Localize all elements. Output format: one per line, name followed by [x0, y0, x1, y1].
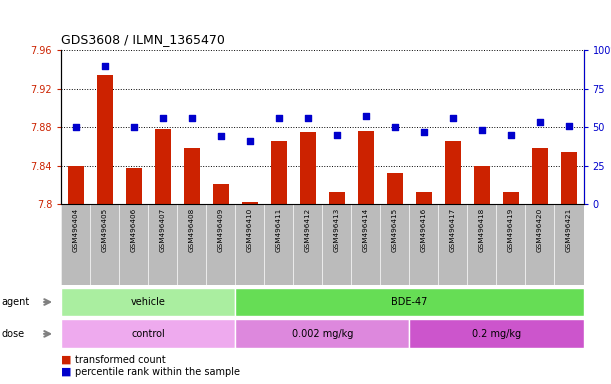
Text: GSM496406: GSM496406: [131, 208, 137, 252]
Point: [535, 119, 545, 126]
Point: [419, 129, 429, 135]
Text: GDS3608 / ILMN_1365470: GDS3608 / ILMN_1365470: [61, 33, 225, 46]
Bar: [329, 192, 345, 204]
Point: [71, 124, 81, 130]
Text: GSM496416: GSM496416: [421, 208, 427, 252]
Text: GSM496412: GSM496412: [305, 208, 311, 252]
Bar: [532, 148, 548, 204]
Text: GSM496414: GSM496414: [363, 208, 369, 252]
Point: [448, 115, 458, 121]
Bar: [235, 319, 409, 348]
Text: control: control: [131, 329, 165, 339]
Text: GSM496415: GSM496415: [392, 208, 398, 252]
Bar: [213, 184, 229, 204]
Bar: [271, 141, 287, 204]
Bar: [242, 202, 258, 204]
Point: [564, 122, 574, 129]
Text: BDE-47: BDE-47: [391, 297, 428, 307]
Text: GSM496407: GSM496407: [159, 208, 166, 252]
Text: GSM496409: GSM496409: [218, 208, 224, 252]
Bar: [445, 141, 461, 204]
Point: [506, 132, 516, 138]
Text: ■: ■: [61, 355, 71, 365]
Point: [390, 124, 400, 130]
Bar: [503, 192, 519, 204]
Point: [187, 115, 197, 121]
Point: [361, 113, 371, 119]
Point: [303, 115, 313, 121]
Bar: [184, 148, 200, 204]
Text: GSM496405: GSM496405: [101, 208, 108, 252]
Bar: [61, 288, 235, 316]
Bar: [68, 166, 84, 204]
Text: GSM496404: GSM496404: [73, 208, 79, 252]
Point: [477, 127, 487, 133]
Point: [100, 63, 109, 69]
Text: GSM496419: GSM496419: [508, 208, 514, 252]
Point: [216, 133, 225, 139]
Text: GSM496411: GSM496411: [276, 208, 282, 252]
Text: agent: agent: [1, 297, 29, 307]
Bar: [474, 166, 490, 204]
Bar: [235, 288, 584, 316]
Bar: [387, 173, 403, 204]
Bar: [155, 129, 170, 204]
Text: GSM496408: GSM496408: [189, 208, 195, 252]
Text: GSM496418: GSM496418: [479, 208, 485, 252]
Text: dose: dose: [1, 329, 24, 339]
Bar: [61, 319, 235, 348]
Text: GSM496421: GSM496421: [566, 208, 572, 252]
Bar: [300, 132, 316, 204]
Text: 0.002 mg/kg: 0.002 mg/kg: [291, 329, 353, 339]
Bar: [126, 169, 142, 204]
Bar: [561, 152, 577, 204]
Bar: [416, 192, 432, 204]
Text: GSM496413: GSM496413: [334, 208, 340, 252]
Point: [158, 115, 167, 121]
Text: percentile rank within the sample: percentile rank within the sample: [75, 366, 240, 377]
Bar: [358, 131, 374, 204]
Text: vehicle: vehicle: [131, 297, 166, 307]
Text: 0.2 mg/kg: 0.2 mg/kg: [472, 329, 521, 339]
Bar: [409, 319, 584, 348]
Point: [129, 124, 139, 130]
Point: [245, 138, 255, 144]
Text: transformed count: transformed count: [75, 355, 166, 365]
Text: GSM496420: GSM496420: [537, 208, 543, 252]
Text: GSM496417: GSM496417: [450, 208, 456, 252]
Point: [274, 115, 284, 121]
Text: GSM496410: GSM496410: [247, 208, 253, 252]
Bar: [97, 75, 112, 204]
Point: [332, 132, 342, 138]
Text: ■: ■: [61, 366, 71, 377]
